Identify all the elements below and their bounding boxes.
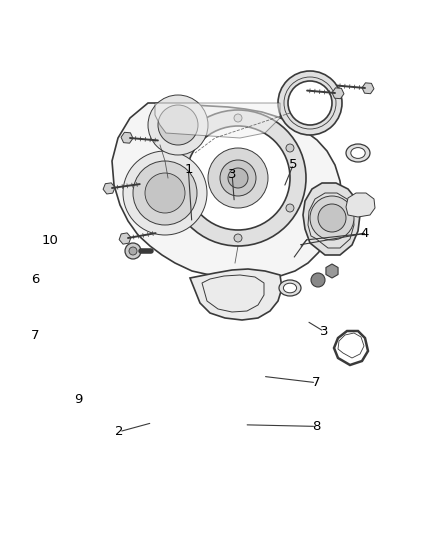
Ellipse shape <box>351 148 365 158</box>
Text: 5: 5 <box>289 158 298 171</box>
Polygon shape <box>303 183 360 255</box>
Circle shape <box>182 144 190 152</box>
Circle shape <box>311 273 325 287</box>
Text: 10: 10 <box>42 235 59 247</box>
Circle shape <box>228 168 248 188</box>
Text: 7: 7 <box>31 329 39 342</box>
Circle shape <box>220 160 256 196</box>
Circle shape <box>170 110 306 246</box>
Polygon shape <box>362 83 374 94</box>
Circle shape <box>133 161 197 225</box>
Polygon shape <box>346 193 375 217</box>
Circle shape <box>145 173 185 213</box>
Polygon shape <box>103 183 115 194</box>
Polygon shape <box>190 269 282 320</box>
Circle shape <box>208 148 268 208</box>
Circle shape <box>129 247 137 255</box>
Ellipse shape <box>283 283 297 293</box>
Circle shape <box>310 196 354 240</box>
Polygon shape <box>326 264 338 278</box>
Text: 3: 3 <box>320 325 328 338</box>
Polygon shape <box>121 132 133 143</box>
Circle shape <box>288 81 332 125</box>
Circle shape <box>286 204 294 212</box>
Circle shape <box>318 204 346 232</box>
Polygon shape <box>112 103 342 279</box>
Circle shape <box>286 144 294 152</box>
Circle shape <box>123 151 207 235</box>
Text: 6: 6 <box>31 273 39 286</box>
Circle shape <box>148 95 208 155</box>
Text: 4: 4 <box>360 227 369 240</box>
Circle shape <box>182 204 190 212</box>
Text: 3: 3 <box>228 168 237 181</box>
Text: 9: 9 <box>74 393 82 406</box>
Circle shape <box>158 105 198 145</box>
Circle shape <box>186 126 290 230</box>
Ellipse shape <box>279 280 301 296</box>
Text: 2: 2 <box>115 425 124 438</box>
Polygon shape <box>155 103 280 138</box>
Circle shape <box>234 114 242 122</box>
Text: 1: 1 <box>184 163 193 176</box>
Circle shape <box>278 71 342 135</box>
Circle shape <box>234 234 242 242</box>
Polygon shape <box>332 88 344 99</box>
Text: 7: 7 <box>312 376 321 389</box>
Polygon shape <box>119 233 131 244</box>
Text: 8: 8 <box>312 420 321 433</box>
Circle shape <box>125 243 141 259</box>
Ellipse shape <box>346 144 370 162</box>
